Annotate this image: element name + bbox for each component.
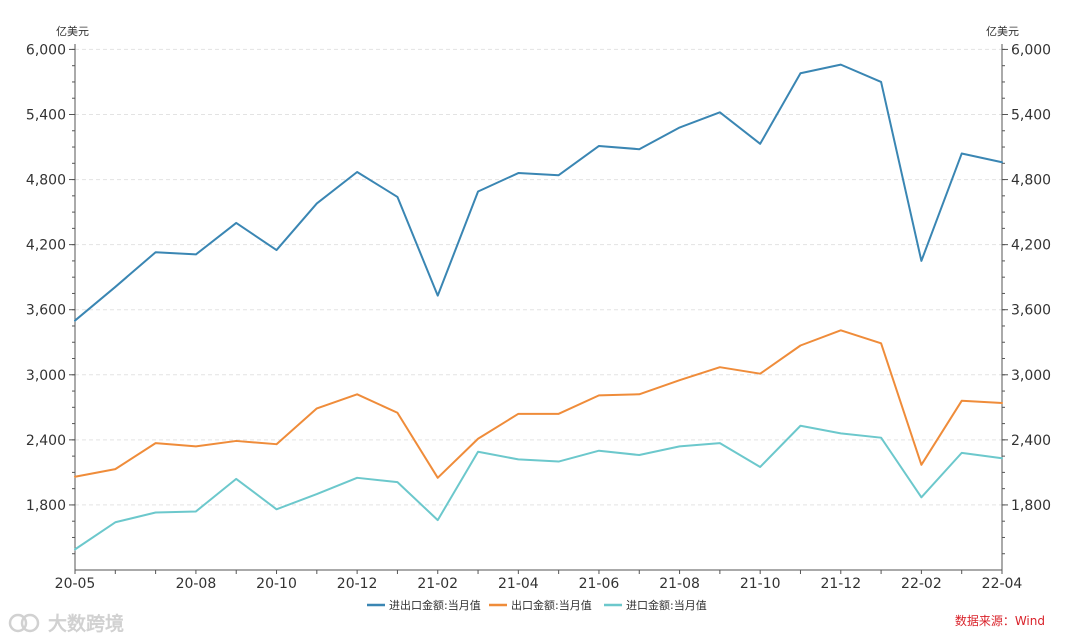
left-tick-label: 4,800 (26, 173, 66, 189)
x-tick-label: 20-10 (256, 576, 297, 592)
right-tick-label: 3,600 (1011, 303, 1051, 319)
left-tick-label: 4,200 (26, 238, 66, 254)
left-tick-label: 5,400 (26, 107, 66, 123)
x-tick-label: 21-04 (498, 576, 539, 592)
series-group (74, 63, 1003, 551)
right-tick-label: 1,800 (1011, 498, 1051, 514)
right-tick-label: 4,200 (1011, 238, 1051, 254)
x-tick-label: 21-06 (579, 576, 620, 592)
left-tick-label: 2,400 (26, 433, 66, 449)
left-y-ticks: 1,800 2,400 3,000 3,600 4,200 4,800 5,400 6,000 (26, 42, 75, 555)
legend-label: 进口金额:当月值 (626, 598, 707, 612)
right-y-ticks: 1,800 2,400 3,000 3,600 4,200 4,800 5,400 6,000 (1002, 42, 1051, 555)
x-ticks: 20-05 20-08 20-10 20-12 21-02 21-04 21-06 21-08… (55, 570, 1023, 592)
x-tick-label: 22-02 (901, 576, 942, 592)
logo-icon (8, 613, 40, 633)
data-source: 数据来源：Wind (955, 613, 1045, 628)
series-line-2 (74, 329, 1003, 479)
right-tick-label: 5,400 (1011, 107, 1051, 123)
legend-label: 出口金额:当月值 (511, 598, 592, 612)
series-line-1 (74, 63, 1003, 322)
x-tick-label: 20-08 (176, 576, 217, 592)
left-tick-label: 6,000 (26, 42, 66, 58)
x-tick-label: 20-12 (337, 576, 378, 592)
series-line-3 (74, 424, 1003, 551)
left-tick-label: 3,000 (26, 368, 66, 384)
x-tick-label: 20-05 (55, 576, 96, 592)
gridlines (75, 48, 1002, 506)
watermark-text: 大数跨境 (48, 612, 124, 635)
right-tick-label: 4,800 (1011, 173, 1051, 189)
x-tick-label: 21-12 (820, 576, 861, 592)
right-tick-label: 2,400 (1011, 433, 1051, 449)
watermark: 大数跨境 (8, 612, 124, 635)
right-tick-label: 3,000 (1011, 368, 1051, 384)
left-unit-label: 亿美元 (56, 25, 89, 38)
legend: 进出口金额:当月值 出口金额:当月值 进口金额:当月值 (367, 598, 707, 612)
left-tick-label: 1,800 (26, 498, 66, 514)
axes (74, 44, 1003, 571)
legend-label: 进出口金额:当月值 (389, 598, 481, 612)
x-tick-label: 22-04 (982, 576, 1023, 592)
left-tick-label: 3,600 (26, 303, 66, 319)
x-tick-label: 21-08 (659, 576, 700, 592)
x-tick-label: 21-10 (740, 576, 781, 592)
right-unit-label: 亿美元 (986, 25, 1019, 38)
right-tick-label: 6,000 (1011, 42, 1051, 58)
x-tick-label: 21-02 (417, 576, 458, 592)
